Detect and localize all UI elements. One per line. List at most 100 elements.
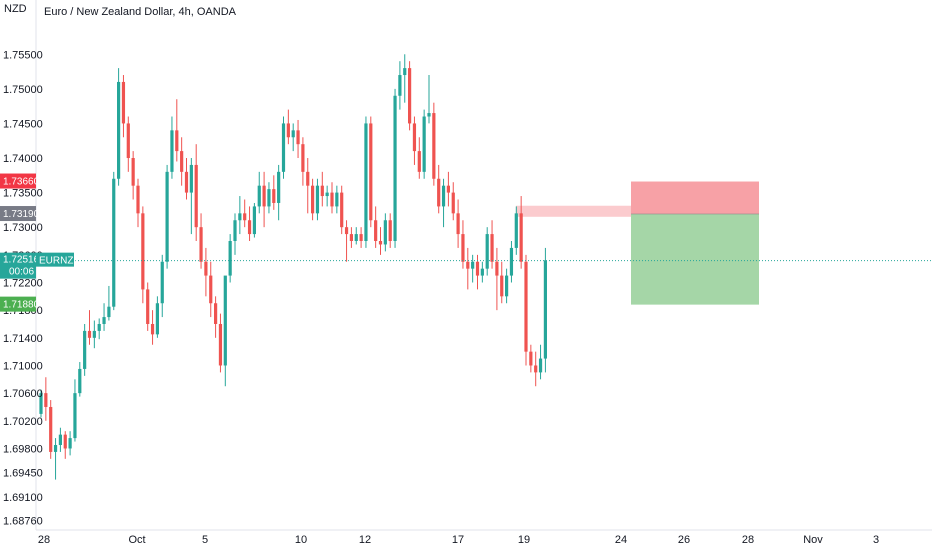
time-tick-label: 28: [38, 534, 50, 546]
price-tick-label: 1.75500: [3, 49, 43, 61]
price-badge: [0, 206, 36, 222]
price-tick-label: 1.68760: [3, 515, 43, 527]
candle-down: [121, 81, 126, 124]
price-tick-label: 1.75000: [3, 84, 43, 96]
candle-down: [175, 130, 179, 152]
candles-layer: [39, 54, 547, 480]
candle-down: [519, 213, 523, 262]
price-tick-label: 1.70600: [3, 388, 43, 400]
candle-down: [194, 164, 198, 228]
time-tick-label: 10: [295, 534, 307, 546]
candle-up: [238, 213, 242, 221]
candle-up: [441, 185, 446, 207]
time-tick-label: 24: [615, 534, 627, 546]
candle-down: [475, 261, 480, 276]
price-tick-label: 1.74500: [3, 118, 43, 130]
candle-down: [262, 185, 266, 207]
candle-down: [529, 351, 533, 366]
candle-down: [349, 234, 353, 242]
candle-up: [354, 234, 358, 242]
candle-up: [281, 123, 286, 172]
candle-up: [383, 220, 387, 245]
stop-loss-area: [631, 181, 759, 215]
last-price-value: 1.72516: [3, 255, 40, 266]
time-tick-label: 3: [873, 534, 879, 546]
candle-down: [199, 227, 203, 262]
zone-rect: [516, 205, 631, 217]
candle-up: [277, 171, 281, 203]
candle-down: [495, 261, 499, 276]
candle-up: [257, 185, 261, 207]
candle-down: [243, 213, 247, 221]
candle-down: [136, 185, 140, 214]
price-tick-label: 1.69100: [3, 492, 43, 504]
candle-down: [388, 220, 392, 242]
candle-down: [209, 275, 213, 304]
candle-down: [141, 213, 145, 290]
position-tool[interactable]: [631, 181, 759, 305]
candle-up: [364, 123, 368, 242]
candle-down: [374, 220, 378, 242]
candle-down: [466, 261, 470, 269]
candle-down: [534, 365, 538, 373]
candle-up: [393, 95, 397, 242]
time-tick-label: Oct: [128, 534, 145, 546]
candle-up: [102, 317, 106, 324]
candle-down: [408, 68, 412, 124]
candle-down: [247, 220, 252, 235]
price-axis[interactable]: 1.75500 1.75000 1.74500 1.74000 1.73500 1.730…: [3, 49, 43, 527]
candle-down: [296, 130, 300, 145]
time-axis[interactable]: 28 Oct 5 10 12 17 19 24 26 28 Nov 3: [38, 534, 879, 546]
candle-down: [461, 234, 465, 262]
candle-down: [446, 185, 450, 193]
candle-down: [500, 275, 504, 297]
candle-up: [83, 330, 87, 369]
time-tick-label: 26: [678, 534, 690, 546]
candle-up: [233, 220, 237, 242]
candle-down: [306, 171, 310, 186]
symbol-badge: [36, 252, 74, 267]
candle-up: [53, 445, 58, 452]
candle-up: [403, 68, 407, 76]
candle-down: [437, 178, 441, 207]
candle-up: [252, 206, 256, 235]
candle-down: [344, 227, 349, 235]
candle-down: [412, 123, 417, 152]
price-tick-label: 1.69450: [3, 468, 43, 480]
candle-up: [514, 213, 518, 248]
candle-up: [160, 261, 164, 304]
candle-up: [505, 275, 509, 297]
candle-down: [417, 151, 421, 172]
candle-up: [112, 178, 116, 307]
candle-down: [451, 192, 455, 214]
candle-down: [340, 192, 344, 228]
candle-up: [73, 393, 77, 439]
candle-up: [228, 241, 232, 276]
time-tick-label: 19: [518, 534, 530, 546]
candle-up: [165, 171, 169, 262]
price-tick-label: 1.73500: [3, 188, 43, 200]
candle-up: [39, 393, 43, 414]
candle-up: [325, 192, 329, 197]
currency-label: NZD: [4, 3, 27, 15]
price-tick-label: 1.73000: [3, 222, 43, 234]
candle-down: [87, 330, 92, 338]
candle-down: [49, 406, 53, 452]
price-badge: [0, 296, 36, 312]
candle-down: [204, 261, 208, 276]
candle-down: [63, 434, 67, 449]
candle-down: [131, 158, 135, 186]
time-tick-label: 28: [742, 534, 754, 546]
price-badge-value: 1.71880: [3, 300, 40, 311]
chart-title: Euro / New Zealand Dollar, 4h, OANDA: [44, 6, 237, 18]
candle-up: [170, 130, 174, 172]
candle-down: [359, 234, 363, 242]
symbol-badge-label: EURNZD: [39, 256, 81, 267]
time-tick-label: Nov: [803, 534, 823, 546]
candle-up: [117, 81, 121, 179]
candle-down: [218, 323, 223, 366]
price-tick-label: 1.74000: [3, 153, 43, 165]
price-badge: [0, 173, 36, 189]
